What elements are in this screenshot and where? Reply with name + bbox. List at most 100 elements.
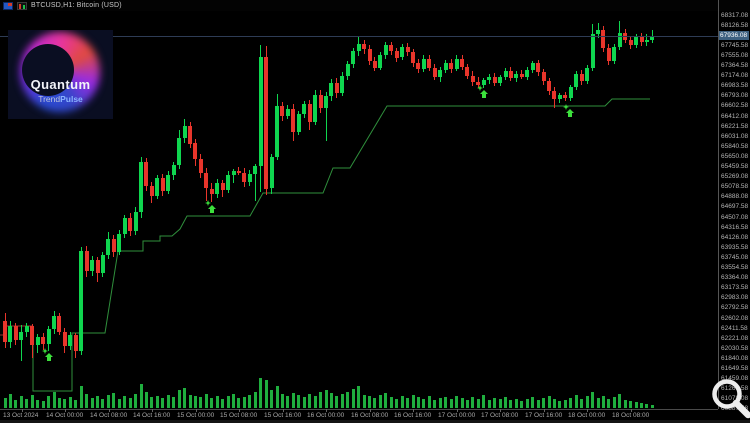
volume-bar bbox=[520, 401, 524, 408]
price-axis-label: 64697.58 bbox=[721, 203, 749, 211]
volume-bar bbox=[601, 396, 605, 408]
volume-bar bbox=[188, 395, 192, 408]
volume-bar bbox=[395, 399, 399, 408]
price-axis-separator bbox=[718, 0, 719, 409]
volume-bar bbox=[645, 404, 649, 408]
volume-bar bbox=[569, 398, 573, 408]
logo-title: Quantum bbox=[30, 77, 91, 92]
price-axis-label: 60887.58 bbox=[721, 405, 749, 413]
candle bbox=[438, 70, 443, 77]
time-axis-label: 15 Oct 00:00 bbox=[177, 412, 215, 419]
candle bbox=[617, 33, 622, 47]
price-axis-label: 67555.08 bbox=[721, 51, 749, 59]
volume-bar bbox=[79, 386, 83, 408]
volume-bar bbox=[193, 396, 197, 408]
volume-bar bbox=[504, 397, 507, 408]
candle bbox=[275, 106, 279, 158]
candle bbox=[41, 337, 46, 344]
volume-bar bbox=[585, 396, 589, 408]
price-axis-label: 65840.58 bbox=[721, 142, 749, 150]
zoom-button[interactable] bbox=[702, 374, 750, 420]
time-axis-tick bbox=[196, 409, 197, 412]
buy-arrow-icon bbox=[563, 103, 574, 117]
candle bbox=[411, 52, 415, 63]
volume-bar bbox=[308, 394, 312, 408]
candle bbox=[563, 94, 568, 98]
volume-bar bbox=[259, 378, 263, 408]
volume-bar bbox=[422, 399, 426, 408]
candle bbox=[470, 75, 475, 82]
volume-bar bbox=[128, 398, 132, 408]
price-axis-label: 67745.58 bbox=[721, 41, 749, 49]
volume-bar bbox=[47, 396, 50, 408]
volume-bar bbox=[237, 398, 241, 408]
time-axis-tick bbox=[326, 409, 327, 412]
volume-bar bbox=[563, 400, 567, 408]
candle bbox=[144, 162, 149, 186]
candle bbox=[84, 251, 89, 271]
candle bbox=[269, 157, 274, 189]
time-axis-tick bbox=[152, 409, 153, 412]
volume-bar bbox=[498, 399, 502, 408]
volume-bar bbox=[319, 392, 322, 408]
candle bbox=[639, 36, 644, 43]
volume-bar bbox=[335, 396, 339, 408]
candle bbox=[541, 72, 546, 82]
volume-bar bbox=[210, 398, 214, 408]
volume-bar bbox=[57, 398, 61, 408]
time-axis-tick bbox=[239, 409, 240, 412]
price-axis-label: 66602.58 bbox=[721, 102, 749, 110]
volume-bar bbox=[389, 397, 393, 408]
time-axis-label: 17 Oct 00:00 bbox=[438, 412, 476, 419]
volume-bar bbox=[248, 395, 252, 408]
candle bbox=[367, 49, 372, 62]
candle bbox=[465, 67, 470, 76]
candle bbox=[508, 70, 513, 78]
candle bbox=[596, 30, 600, 34]
candle bbox=[171, 164, 176, 176]
price-axis-label: 62983.08 bbox=[721, 294, 749, 302]
time-axis-label: 16 Oct 16:00 bbox=[394, 412, 432, 419]
volume-bar bbox=[509, 400, 513, 408]
volume-bar bbox=[400, 396, 404, 408]
volume-bar bbox=[629, 401, 633, 408]
candle bbox=[514, 74, 519, 78]
candle bbox=[351, 51, 356, 64]
price-axis-label: 65269.08 bbox=[721, 173, 749, 181]
chart-area[interactable] bbox=[0, 11, 718, 409]
volume-bar bbox=[3, 398, 7, 408]
time-axis-label: 14 Oct 00:00 bbox=[46, 412, 84, 419]
candle bbox=[307, 103, 312, 123]
candle bbox=[601, 30, 606, 48]
price-axis-label: 62792.58 bbox=[721, 304, 749, 312]
volume-bar bbox=[215, 396, 219, 408]
candle bbox=[242, 172, 247, 182]
candle bbox=[481, 80, 486, 86]
volume-bar bbox=[96, 396, 99, 408]
volume-bar bbox=[183, 388, 186, 408]
volume-bar bbox=[416, 397, 420, 408]
volume-bar bbox=[90, 398, 94, 408]
volume-bar bbox=[487, 400, 491, 408]
volume-bar bbox=[101, 399, 105, 408]
candle bbox=[209, 188, 214, 194]
candle bbox=[536, 62, 541, 73]
volume-bar bbox=[438, 398, 442, 408]
volume-bar bbox=[144, 392, 148, 408]
price-axis-label: 66793.08 bbox=[721, 92, 749, 100]
bottom-strip bbox=[0, 420, 750, 423]
volume-bar bbox=[68, 397, 72, 408]
time-axis-label: 18 Oct 00:00 bbox=[568, 412, 606, 419]
candle bbox=[345, 63, 350, 77]
candle bbox=[644, 39, 649, 43]
time-axis-tick bbox=[22, 409, 23, 412]
volume-bar bbox=[226, 396, 230, 408]
candle bbox=[13, 326, 18, 340]
volume-bar bbox=[117, 399, 121, 408]
candle bbox=[73, 335, 78, 351]
volume-bar bbox=[52, 392, 56, 408]
time-axis-tick bbox=[413, 409, 414, 412]
candle bbox=[280, 106, 285, 116]
price-axis-label: 66221.58 bbox=[721, 122, 749, 130]
